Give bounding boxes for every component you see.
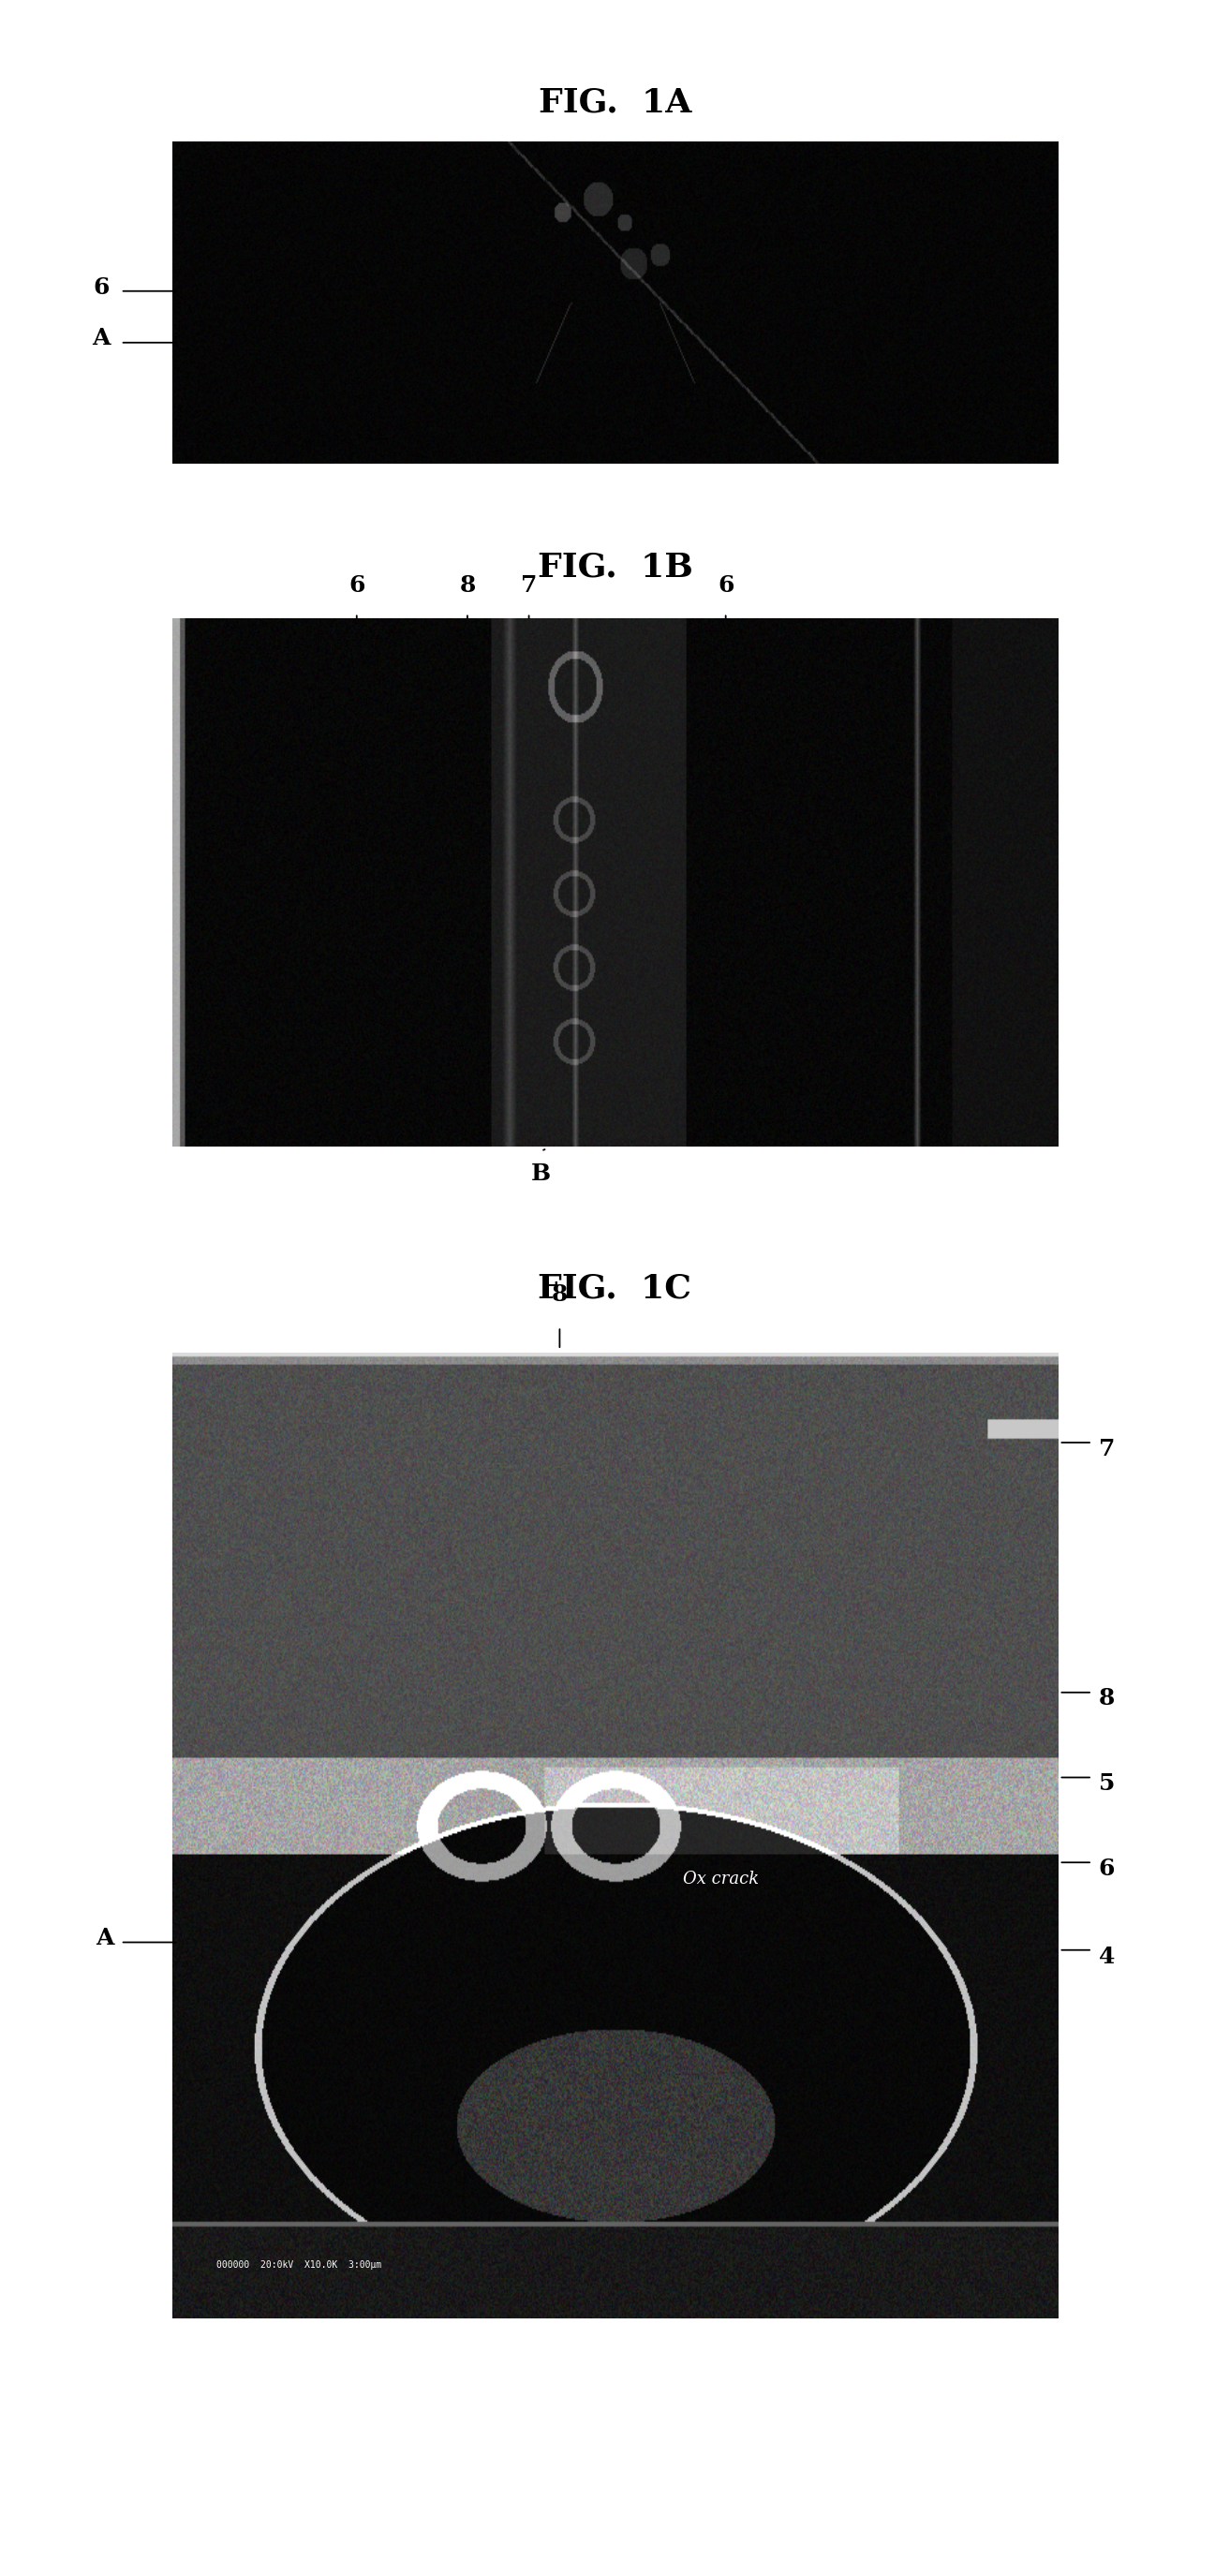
Text: FIG.  1A: FIG. 1A xyxy=(539,88,691,118)
Text: 6: 6 xyxy=(717,574,734,598)
Text: 7: 7 xyxy=(520,574,538,598)
Text: 6: 6 xyxy=(92,276,109,299)
Text: B: B xyxy=(531,1162,551,1185)
Text: FIG.  1B: FIG. 1B xyxy=(538,551,692,582)
Text: 6: 6 xyxy=(1098,1857,1114,1880)
Text: 6: 6 xyxy=(348,574,365,598)
Text: 8: 8 xyxy=(459,574,476,598)
Text: 7: 7 xyxy=(1098,1437,1114,1461)
Text: 8: 8 xyxy=(551,1283,568,1306)
Text: 4: 4 xyxy=(1098,1945,1114,1968)
Text: FIG.  1C: FIG. 1C xyxy=(539,1273,691,1303)
Text: 5: 5 xyxy=(1098,1772,1114,1795)
Text: A: A xyxy=(96,1927,113,1950)
Text: 8: 8 xyxy=(1098,1687,1114,1710)
Text: Ox crack: Ox crack xyxy=(684,1870,759,1888)
Text: A: A xyxy=(92,327,109,350)
Text: 000000  20:0kV  X10.0K  3:00μm: 000000 20:0kV X10.0K 3:00μm xyxy=(216,2262,381,2269)
